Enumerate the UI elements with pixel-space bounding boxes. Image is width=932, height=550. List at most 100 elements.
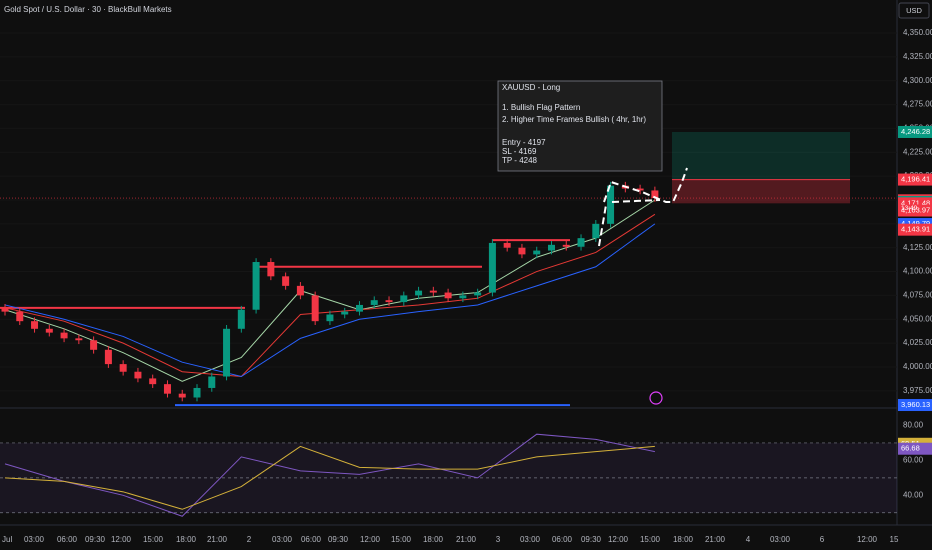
- candle-body: [488, 242, 496, 293]
- x-tick-label: 15:00: [143, 535, 164, 544]
- candle: [607, 181, 615, 228]
- y-tick-label: 4,350.00: [903, 28, 932, 37]
- x-tick-label: 12:00: [857, 535, 878, 544]
- price-label: 4,163.97: [901, 206, 930, 215]
- y-tick-label: 4,275.00: [903, 100, 932, 109]
- y-tick-label: 4,000.00: [903, 362, 932, 371]
- candle-body: [326, 314, 334, 322]
- target-zone: [672, 131, 850, 180]
- candle: [90, 336, 98, 354]
- candle-body: [149, 378, 157, 385]
- x-tick-label: 09:30: [85, 535, 106, 544]
- candle: [60, 328, 68, 343]
- candle-body: [119, 364, 127, 372]
- rsi-tick-label: 80.00: [903, 421, 924, 430]
- x-tick-label: 12:00: [111, 535, 132, 544]
- candle: [577, 234, 585, 251]
- candle-body: [252, 262, 260, 310]
- candle: [31, 317, 39, 333]
- levels: [0, 197, 897, 407]
- candle: [326, 310, 334, 325]
- position-tool: [672, 131, 850, 204]
- currency-button[interactable]: [898, 2, 930, 19]
- moving-average: [4, 199, 656, 382]
- candle: [75, 334, 83, 345]
- candle-body: [282, 276, 290, 286]
- candle-body: [237, 309, 245, 329]
- flag-drawing: [603, 167, 688, 203]
- price-label: 4,143.91: [901, 225, 930, 234]
- candle-body: [134, 371, 142, 379]
- candle: [282, 272, 290, 290]
- y-tick-label: 4,050.00: [903, 314, 932, 323]
- candle-body: [636, 188, 644, 191]
- candle: [311, 291, 319, 325]
- currency: USD: [906, 6, 922, 15]
- annotation: XAUUSD - Long 1. Bullish Flag Pattern 2. H…: [502, 83, 646, 165]
- candle-body: [459, 295, 467, 299]
- candle-body: [90, 340, 98, 350]
- x-tick-label: 3: [496, 535, 501, 544]
- y-tick-label: 3,975.00: [903, 386, 932, 395]
- candle-body: [651, 190, 659, 199]
- candle: [488, 239, 496, 297]
- price-label-bg: [898, 204, 932, 217]
- candle: [223, 324, 231, 381]
- annotation-line: 1. Bullish Flag Pattern: [502, 103, 580, 112]
- flag-bottom: [611, 199, 661, 203]
- candle-body: [296, 285, 304, 296]
- rsi-line: [4, 433, 655, 517]
- candle-body: [400, 295, 408, 303]
- y-tick-label: 4,025.00: [903, 338, 932, 347]
- x-tick-label: 2: [247, 535, 252, 544]
- x-tick-label: 06:00: [552, 535, 573, 544]
- candle-body: [104, 349, 112, 365]
- candle: [193, 384, 201, 402]
- price-label-bg: [898, 125, 932, 138]
- candle-body: [607, 185, 615, 224]
- candle-body: [223, 328, 231, 377]
- axes: 4,350.004,325.004,300.004,275.004,250.00…: [2, 28, 932, 544]
- candle-body: [75, 338, 83, 341]
- price-label-bg: [898, 399, 932, 412]
- candle-body: [533, 250, 541, 255]
- annotation-line: SL - 4169: [502, 147, 537, 156]
- candle-body: [474, 292, 482, 296]
- candle: [651, 186, 659, 202]
- candle-body: [385, 300, 393, 303]
- price-label: 4,171.48: [901, 198, 930, 207]
- candle: [370, 296, 378, 309]
- candle: [415, 286, 423, 300]
- candle: [341, 307, 349, 319]
- candle: [267, 258, 275, 281]
- candle: [355, 301, 363, 316]
- candle-body: [193, 387, 201, 398]
- x-tick-label: 03:00: [520, 535, 541, 544]
- x-tick-label: 06:00: [57, 535, 78, 544]
- x-tick-label: 12:00: [360, 535, 381, 544]
- candle-body: [16, 311, 24, 322]
- price-label-bg: [898, 223, 932, 236]
- x-tick-label: 06:00: [301, 535, 322, 544]
- rsi-band: [0, 442, 897, 514]
- y-tick-label: 4,325.00: [903, 52, 932, 61]
- moving-average: [4, 223, 656, 378]
- candle: [296, 282, 304, 300]
- annotation-line: Entry - 4197: [502, 138, 546, 147]
- x-tick-label: 03:00: [24, 535, 45, 544]
- candle-body: [208, 376, 216, 388]
- y-tick-label: 4,075.00: [903, 291, 932, 300]
- candle-body: [60, 332, 68, 339]
- candle: [518, 243, 526, 259]
- candle: [400, 291, 408, 306]
- candles: [1, 181, 659, 402]
- candle-body: [311, 295, 319, 322]
- candle-body: [31, 321, 39, 329]
- candle: [562, 241, 570, 251]
- x-tick-label: 18:00: [673, 535, 694, 544]
- candle-body: [577, 238, 585, 247]
- candle-body: [415, 290, 423, 296]
- candle: [533, 246, 541, 259]
- event-icon[interactable]: [649, 391, 663, 405]
- rsi-ma-line: [4, 445, 655, 510]
